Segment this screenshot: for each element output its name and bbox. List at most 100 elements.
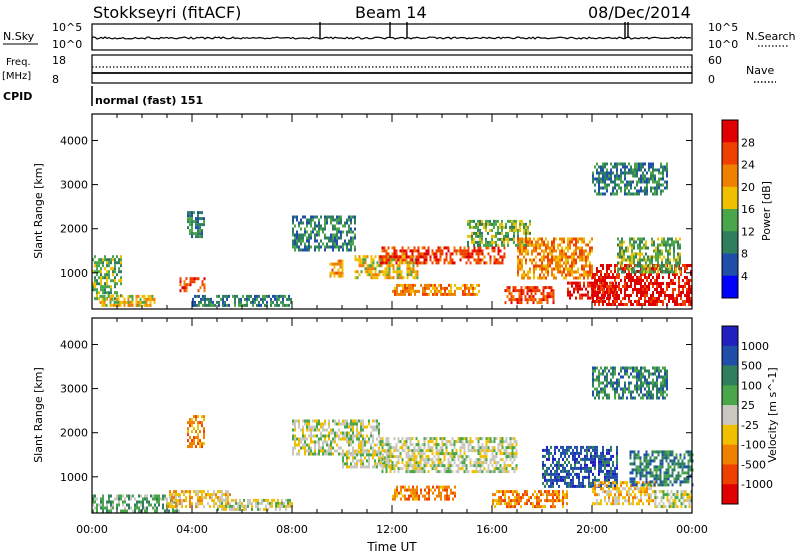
data-cell	[641, 237, 643, 241]
data-cell	[517, 234, 519, 238]
data-cell	[584, 475, 586, 479]
data-cell	[516, 289, 519, 293]
data-cell	[104, 282, 106, 286]
data-cell	[346, 465, 348, 469]
data-cell	[656, 168, 658, 172]
data-cell	[620, 174, 622, 178]
data-cell	[372, 276, 375, 280]
data-cell	[360, 450, 362, 454]
data-cell	[556, 445, 558, 449]
data-cell	[454, 283, 456, 287]
data-cell	[344, 239, 346, 243]
data-cell	[183, 499, 185, 503]
data-cell	[384, 270, 387, 274]
data-cell	[571, 267, 573, 271]
data-cell	[409, 461, 412, 465]
data-cell	[536, 496, 538, 500]
data-cell	[513, 234, 515, 238]
data-cell	[545, 264, 547, 268]
data-cell	[354, 248, 356, 252]
data-cell	[566, 475, 568, 479]
data-cell	[429, 255, 432, 259]
data-cell	[678, 288, 680, 291]
data-cell	[658, 273, 660, 276]
data-cell	[280, 294, 282, 298]
data-cell	[362, 261, 365, 265]
data-cell	[473, 246, 476, 250]
data-cell	[352, 422, 354, 426]
data-cell	[561, 258, 563, 262]
data-cell	[581, 237, 583, 241]
data-cell	[391, 255, 394, 259]
data-cell	[251, 501, 253, 505]
data-cell	[493, 255, 496, 259]
data-cell	[620, 171, 622, 175]
data-cell	[531, 240, 533, 244]
data-cell	[453, 443, 456, 447]
data-cell	[118, 279, 120, 283]
data-cell	[289, 498, 291, 502]
data-cell	[639, 252, 641, 256]
data-cell	[197, 415, 199, 419]
data-cell	[414, 270, 417, 274]
data-cell	[587, 284, 589, 288]
data-cell	[479, 240, 481, 244]
data-cell	[616, 168, 618, 172]
data-cell	[665, 267, 667, 271]
data-cell	[477, 231, 479, 235]
data-cell	[389, 258, 392, 262]
data-cell	[205, 496, 207, 500]
data-cell	[606, 472, 608, 476]
data-cell	[503, 467, 506, 471]
data-cell	[110, 258, 112, 262]
data-cell	[662, 171, 664, 175]
data-cell	[396, 485, 398, 489]
data-cell	[629, 261, 631, 265]
data-cell	[103, 297, 106, 301]
data-cell	[614, 270, 616, 273]
data-cell	[440, 491, 442, 495]
data-cell	[481, 234, 483, 238]
data-cell	[632, 496, 634, 500]
data-cell	[444, 292, 446, 296]
data-cell	[392, 494, 394, 498]
data-cell	[409, 249, 412, 253]
data-cell	[449, 258, 452, 262]
data-cell	[542, 481, 544, 485]
data-cell	[334, 437, 336, 441]
data-cell	[469, 458, 472, 462]
data-cell	[650, 294, 652, 297]
data-cell	[330, 215, 332, 219]
data-cell	[511, 455, 514, 459]
data-cell	[606, 457, 608, 461]
data-cell	[407, 446, 410, 450]
data-cell	[618, 502, 620, 506]
data-cell	[664, 291, 666, 294]
data-cell	[324, 227, 326, 231]
data-cell	[199, 223, 201, 227]
data-cell	[612, 273, 614, 276]
data-cell	[650, 273, 652, 276]
data-cell	[667, 258, 669, 262]
data-cell	[577, 246, 579, 250]
data-cell	[527, 270, 529, 274]
data-cell	[437, 249, 440, 253]
data-cell	[431, 464, 434, 468]
data-cell	[146, 497, 148, 501]
data-cell	[541, 267, 543, 271]
data-cell	[679, 252, 681, 256]
data-cell	[652, 165, 654, 169]
data-cell	[360, 419, 362, 423]
data-cell	[641, 264, 643, 268]
data-cell	[612, 291, 614, 294]
data-cell	[632, 180, 634, 184]
data-cell	[471, 255, 474, 259]
data-cell	[604, 186, 606, 190]
data-cell	[639, 243, 641, 247]
data-cell	[290, 297, 292, 301]
data-cell	[225, 502, 227, 506]
data-cell	[338, 221, 340, 225]
data-cell	[428, 491, 430, 495]
data-cell	[308, 248, 310, 252]
data-cell	[439, 461, 442, 465]
